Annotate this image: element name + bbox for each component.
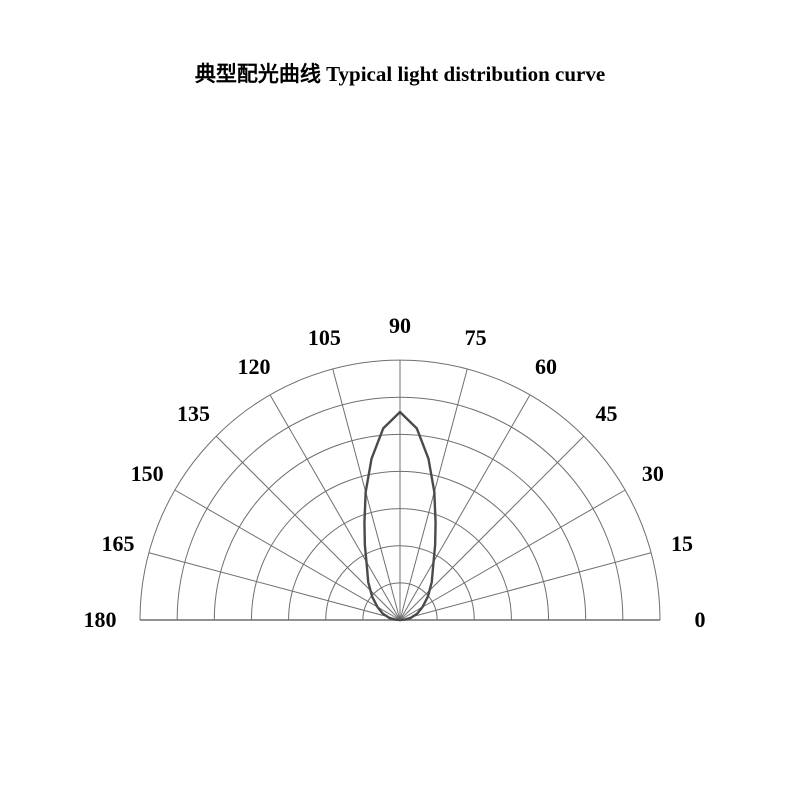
polar-spoke [270,395,400,620]
polar-spoke [400,436,584,620]
angle-label: 0 [695,607,706,633]
angle-label: 60 [535,354,557,380]
angle-label: 150 [131,461,164,487]
angle-label: 105 [308,325,341,351]
polar-spoke [149,553,400,620]
angle-label: 180 [84,607,117,633]
angle-label: 45 [595,401,617,427]
angle-label: 135 [177,401,210,427]
polar-spoke [400,395,530,620]
angle-label: 30 [642,461,664,487]
angle-label: 75 [465,325,487,351]
angle-label: 15 [671,531,693,557]
angle-label: 90 [389,313,411,339]
polar-spoke [216,436,400,620]
polar-chart [0,0,800,800]
angle-label: 165 [101,531,134,557]
polar-spoke [400,553,651,620]
angle-label: 120 [238,354,271,380]
